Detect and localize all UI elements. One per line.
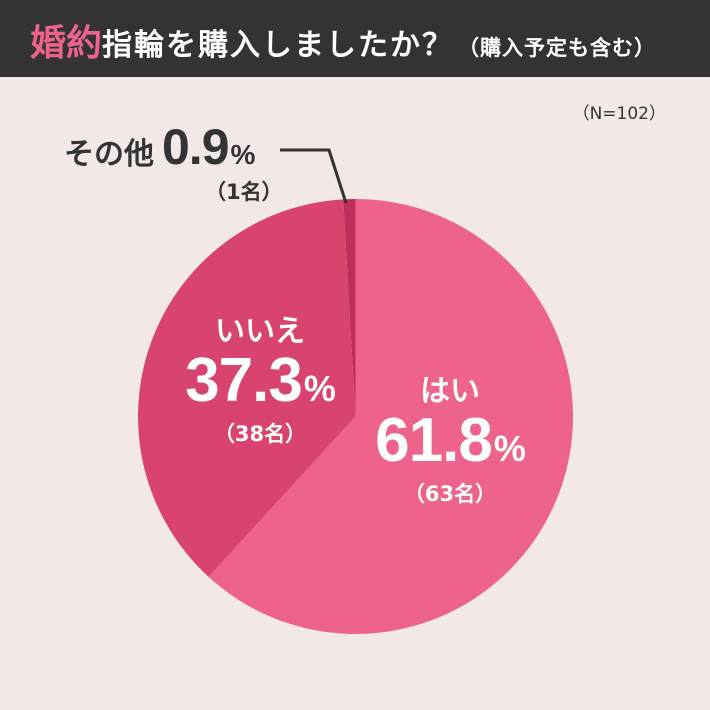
title-sub: （購入予定も含む） xyxy=(458,36,657,60)
label-other-count: （1名） xyxy=(205,180,283,204)
label-yes-name: はい xyxy=(420,374,480,409)
leader-line xyxy=(280,148,348,204)
label-no-pct-value: 37.3 xyxy=(185,346,303,415)
label-other-pct-value: 0.9 xyxy=(162,119,230,175)
label-no: いいえ 37.3% （38名） xyxy=(165,306,355,448)
title-main: 指輪を購入しましたか？ xyxy=(102,28,455,63)
label-no-pct: 37.3% xyxy=(165,350,355,412)
label-yes-count: （63名） xyxy=(403,482,497,506)
label-other-pct-sign: % xyxy=(230,139,256,170)
label-no-pct-sign: % xyxy=(303,368,336,409)
label-yes-pct: 61.8% xyxy=(360,410,540,472)
label-yes-pct-value: 61.8 xyxy=(375,406,493,475)
sample-size: （N=102） xyxy=(572,104,666,124)
label-no-name: いいえ xyxy=(215,314,305,349)
pie-slice-yes xyxy=(208,199,573,634)
pie-slice-no xyxy=(137,199,356,577)
label-no-count: （38名） xyxy=(213,422,307,446)
label-yes: はい 61.8% （63名） xyxy=(360,366,540,508)
label-yes-pct-sign: % xyxy=(493,428,526,469)
title-bar: 婚約 指輪を購入しましたか？ （購入予定も含む） xyxy=(0,0,710,77)
label-other: その他 0.9% xyxy=(64,118,256,176)
pie-slice-other xyxy=(343,199,356,417)
chart-title: 婚約 指輪を購入しましたか？ （購入予定も含む） xyxy=(30,14,657,64)
title-accent: 婚約 xyxy=(30,23,103,64)
label-other-pct: 0.9% xyxy=(162,119,256,175)
label-other-name: その他 xyxy=(64,137,154,172)
